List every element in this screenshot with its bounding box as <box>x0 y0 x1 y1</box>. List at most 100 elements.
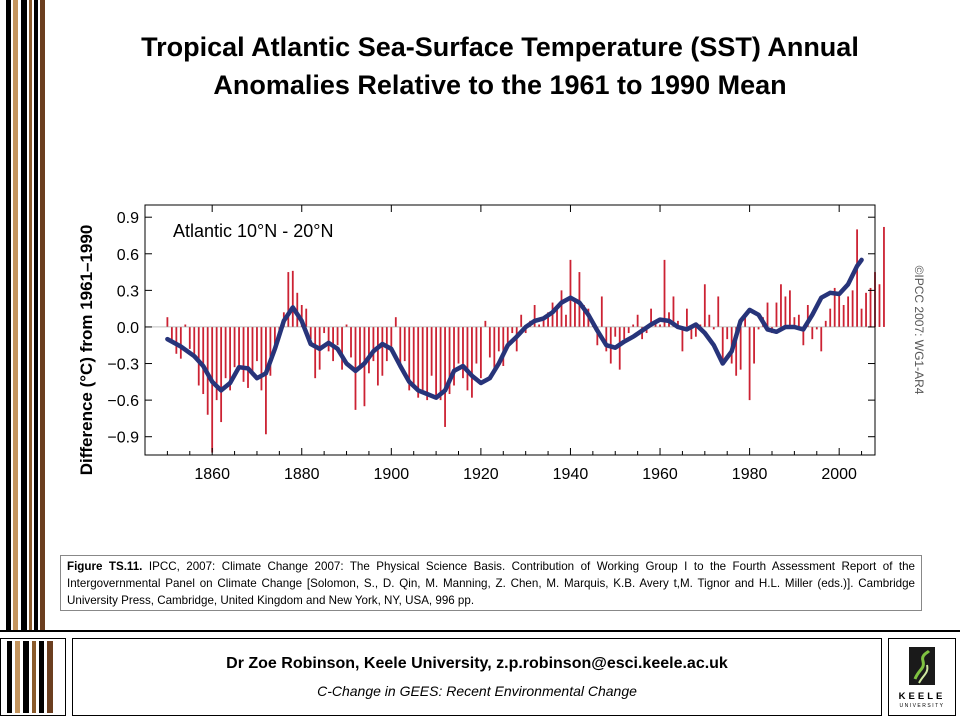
bar <box>815 326 818 330</box>
bar <box>694 326 697 337</box>
bar <box>869 287 872 327</box>
y-axis-label: Difference (°C) from 1961–1990 <box>77 225 96 476</box>
bar <box>233 326 236 368</box>
bar <box>439 326 442 401</box>
bar <box>372 326 375 362</box>
footer-stripes <box>0 638 66 716</box>
bar <box>542 317 545 327</box>
bar <box>260 326 263 391</box>
bar <box>435 326 438 398</box>
bar <box>462 326 464 379</box>
bar <box>574 300 576 327</box>
bar <box>399 326 402 364</box>
bar <box>336 326 339 346</box>
bar <box>856 229 858 327</box>
bar <box>242 326 245 382</box>
bar <box>883 226 885 327</box>
y-tick-label: 0.6 <box>117 247 139 264</box>
bar <box>632 324 635 327</box>
bar <box>341 326 343 370</box>
bar <box>363 326 366 407</box>
bar <box>784 296 787 327</box>
bar <box>305 308 308 327</box>
bar <box>533 305 536 327</box>
x-tick-label: 1860 <box>194 466 230 483</box>
keele-logo: KEELE UNIVERSITY <box>888 638 956 716</box>
bar <box>708 314 711 327</box>
footer: Dr Zoe Robinson, Keele University, z.p.r… <box>72 638 882 716</box>
bar <box>430 326 433 376</box>
bar <box>287 272 290 327</box>
bar <box>838 292 841 327</box>
bar <box>789 290 791 327</box>
stripe <box>21 0 27 632</box>
bar <box>448 326 451 395</box>
caption-figure-label: Figure TS.11. <box>67 560 143 573</box>
footer-author: Dr Zoe Robinson, Keele University, z.p.r… <box>226 655 728 672</box>
bar <box>215 326 218 401</box>
bar <box>170 326 173 342</box>
figure-caption: Figure TS.11. IPCC, 2007: Climate Change… <box>60 555 922 611</box>
bar <box>251 326 254 376</box>
bar <box>408 326 411 391</box>
y-tick-label: 0.0 <box>117 320 139 337</box>
bar <box>833 287 836 327</box>
footer-course: C-Change in GEES: Recent Environmental C… <box>317 683 637 699</box>
bar <box>739 326 742 370</box>
bar <box>403 326 406 362</box>
ipcc-watermark: ©IPCC 2007: WG1-AR4 <box>912 266 926 395</box>
y-tick-label: −0.6 <box>107 393 139 410</box>
bar <box>811 326 814 340</box>
bar <box>269 326 272 376</box>
x-tick-label: 1940 <box>553 466 589 483</box>
bar <box>663 259 666 327</box>
bar <box>444 326 446 427</box>
bar <box>650 308 652 327</box>
title-line-2: Anomalies Relative to the 1961 to 1990 M… <box>213 70 787 100</box>
bar <box>860 308 863 327</box>
bar <box>614 326 617 337</box>
bar <box>309 326 312 340</box>
bar <box>314 326 317 379</box>
bar <box>493 326 496 370</box>
title-line-1: Tropical Atlantic Sea-Surface Temperatur… <box>141 32 859 62</box>
footer-divider <box>0 630 960 632</box>
bar <box>471 326 473 398</box>
plot-frame <box>144 204 876 456</box>
bar <box>878 284 881 327</box>
bar <box>690 326 693 340</box>
bar <box>488 326 491 358</box>
bar <box>623 326 626 340</box>
bar <box>847 296 850 327</box>
bar <box>556 308 558 327</box>
region-annotation: Atlantic 10°N - 20°N <box>173 221 333 241</box>
x-tick-label: 1920 <box>463 466 499 483</box>
x-tick-label: 1880 <box>284 466 320 483</box>
bar <box>457 326 460 364</box>
bar <box>359 326 361 366</box>
stripe <box>13 0 18 632</box>
bar <box>193 326 196 358</box>
logo-subtext: UNIVERSITY <box>899 703 945 709</box>
x-tick-label: 1900 <box>374 466 410 483</box>
bar <box>220 326 223 423</box>
bar <box>247 326 249 388</box>
caption-text: IPCC, 2007: Climate Change 2007: The Phy… <box>67 560 915 607</box>
bar <box>475 326 478 364</box>
bar <box>735 326 738 376</box>
footer-stripes-graphic <box>7 641 53 713</box>
bar <box>686 308 688 327</box>
bar <box>596 326 599 346</box>
bar <box>453 326 455 386</box>
y-tick-label: 0.3 <box>117 283 139 300</box>
bar <box>582 305 585 327</box>
bar <box>547 312 549 327</box>
bar <box>766 302 769 327</box>
bar <box>291 270 294 327</box>
bar <box>179 326 182 359</box>
stripe <box>34 0 38 632</box>
bar <box>829 308 832 327</box>
bar <box>323 326 326 334</box>
stripe <box>6 0 11 632</box>
bar <box>273 326 276 352</box>
